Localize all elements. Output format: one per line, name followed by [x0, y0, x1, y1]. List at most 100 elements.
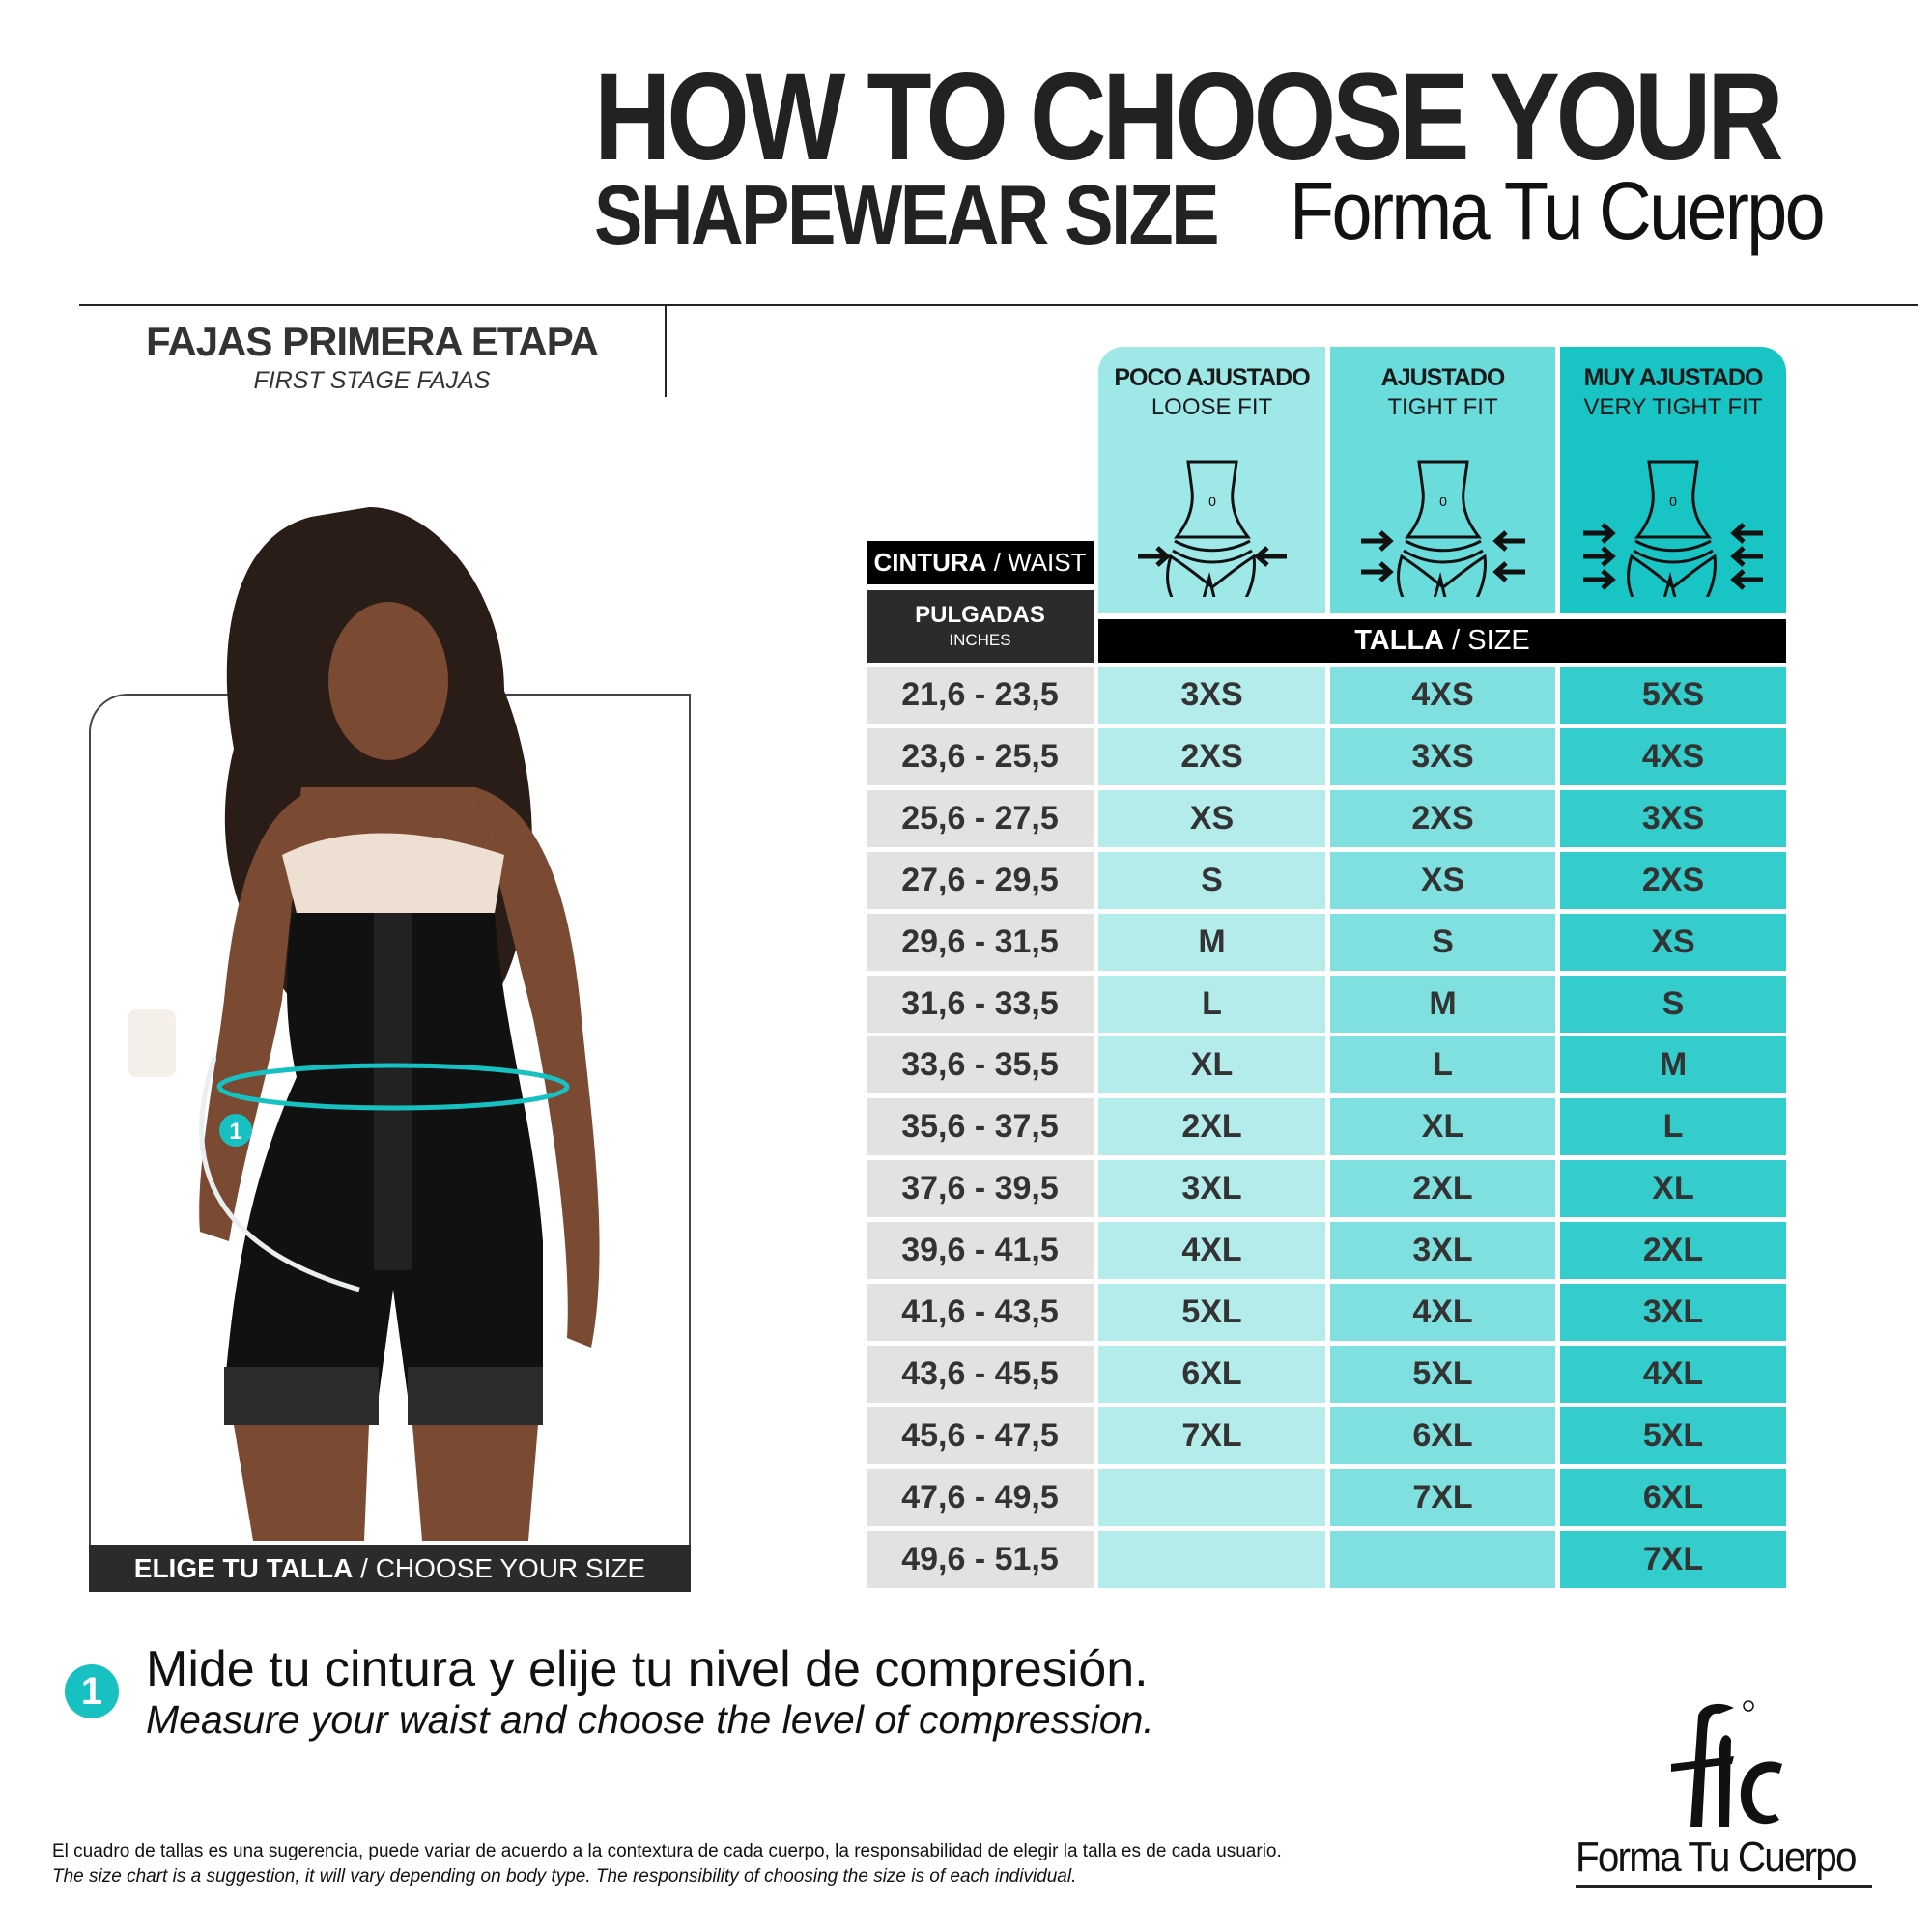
divider-vertical	[665, 304, 667, 397]
size-cell: 3XS	[1560, 789, 1786, 847]
size-sep: /	[1444, 625, 1468, 656]
waist-range-cell: 47,6 - 49,5	[867, 1468, 1094, 1526]
brand-name: Forma Tu Cuerpo	[1290, 165, 1826, 256]
divider	[79, 304, 1918, 306]
disclaimer-es: El cuadro de tallas es una sugerencia, p…	[52, 1841, 1282, 1861]
size-cell: M	[1098, 913, 1325, 971]
size-cell: 6XL	[1330, 1406, 1555, 1464]
fit-label-en: VERY TIGHT FIT	[1583, 394, 1763, 420]
size-cell: 3XS	[1330, 727, 1555, 785]
size-cell: L	[1560, 1098, 1786, 1156]
bar-light: CHOOSE YOUR SIZE	[375, 1553, 646, 1583]
size-cell	[1098, 1530, 1325, 1588]
size-cell: 2XS	[1098, 727, 1325, 785]
waist-range-cell: 41,6 - 43,5	[867, 1284, 1094, 1341]
size-header: TALLA / SIZE	[1098, 619, 1786, 663]
waist-range-cell: 49,6 - 51,5	[867, 1530, 1094, 1588]
waist-label-bold: CINTURA	[873, 548, 987, 577]
section-subtitle: FIRST STAGE FAJAS	[253, 367, 491, 394]
waist-range-cell: 25,6 - 27,5	[867, 789, 1094, 847]
size-cell: M	[1330, 975, 1555, 1033]
photo-marker: 1	[229, 1119, 242, 1145]
disclaimer-en: The size chart is a suggestion, it will …	[52, 1866, 1077, 1887]
waist-header: CINTURA / WAIST	[867, 541, 1094, 584]
size-cell: 5XL	[1098, 1284, 1325, 1341]
brand-logo-text: Forma Tu Cuerpo	[1576, 1833, 1857, 1881]
title-line1: HOW TO CHOOSE YOUR	[594, 48, 1784, 186]
size-cell: 4XS	[1330, 667, 1555, 724]
size-cell: XL	[1560, 1160, 1786, 1218]
size-cell: M	[1560, 1036, 1786, 1094]
size-cell: 4XL	[1560, 1345, 1786, 1403]
unit-label: PULGADAS	[915, 602, 1045, 628]
size-cell: 3XS	[1098, 667, 1325, 724]
size-cell: 5XL	[1330, 1345, 1555, 1403]
fit-column-header: AJUSTADO TIGHT FIT 0	[1330, 347, 1555, 613]
size-cell: 3XL	[1560, 1284, 1786, 1341]
size-cell: 4XL	[1330, 1284, 1555, 1341]
waist-sep: /	[986, 548, 1009, 577]
size-cell: 6XL	[1560, 1468, 1786, 1526]
title-line2: SHAPEWEAR SIZE	[594, 167, 1220, 263]
bar-sep: /	[353, 1553, 376, 1583]
waist-range-cell: 29,6 - 31,5	[867, 913, 1094, 971]
size-cell: S	[1330, 913, 1555, 971]
logo-underline	[1576, 1885, 1872, 1888]
model-photo: 1	[128, 507, 600, 1541]
waist-range-cell: 21,6 - 23,5	[867, 667, 1094, 724]
size-cell: 2XL	[1560, 1222, 1786, 1280]
size-cell: XS	[1560, 913, 1786, 971]
size-cell: XL	[1330, 1098, 1555, 1156]
waist-range-cell: 37,6 - 39,5	[867, 1160, 1094, 1218]
size-cell: 2XS	[1560, 851, 1786, 909]
size-cell: 7XL	[1560, 1530, 1786, 1588]
size-cell: 7XL	[1098, 1406, 1325, 1464]
size-cell: L	[1330, 1036, 1555, 1094]
size-cell: XS	[1330, 851, 1555, 909]
size-cell: 2XL	[1330, 1160, 1555, 1218]
size-cell: L	[1098, 975, 1325, 1033]
size-cell	[1330, 1530, 1555, 1588]
body-tight-fit-icon: 0	[1360, 460, 1525, 604]
brand-logo-monogram	[1671, 1700, 1782, 1827]
size-cell: S	[1098, 851, 1325, 909]
instruction-es: Mide tu cintura y elije tu nivel de comp…	[146, 1641, 1149, 1697]
svg-text:0: 0	[1439, 494, 1447, 509]
waist-range-cell: 45,6 - 47,5	[867, 1406, 1094, 1464]
waist-range-cell: 39,6 - 41,5	[867, 1222, 1094, 1280]
size-cell: 6XL	[1098, 1345, 1325, 1403]
size-cell: 7XL	[1330, 1468, 1555, 1526]
size-cell	[1098, 1468, 1325, 1526]
size-cell: XL	[1098, 1036, 1325, 1094]
instruction-en: Measure your waist and choose the level …	[146, 1697, 1154, 1742]
fit-label-en: TIGHT FIT	[1387, 394, 1498, 420]
body-loose-fit-icon: 0	[1137, 460, 1287, 604]
size-cell: XS	[1098, 789, 1325, 847]
unit-header: PULGADAS INCHES	[867, 590, 1094, 663]
body-very-tight-fit-icon: 0	[1583, 460, 1763, 604]
bar-bold: ELIGE TU TALLA	[133, 1553, 354, 1583]
size-cell: S	[1560, 975, 1786, 1033]
fit-column-header: POCO AJUSTADO LOOSE FIT 0	[1098, 347, 1325, 613]
waist-range-cell: 35,6 - 37,5	[867, 1098, 1094, 1156]
size-cell: 4XS	[1560, 727, 1786, 785]
waist-range-cell: 27,6 - 29,5	[867, 851, 1094, 909]
waist-range-cell: 33,6 - 35,5	[867, 1036, 1094, 1094]
section-title: FAJAS PRIMERA ETAPA	[146, 319, 599, 364]
fit-label-en: LOOSE FIT	[1151, 394, 1273, 420]
svg-text:0: 0	[1669, 494, 1677, 509]
step-number-badge: 1	[65, 1664, 119, 1718]
size-cell: 3XL	[1330, 1222, 1555, 1280]
size-label: SIZE	[1467, 625, 1530, 656]
size-cell: 4XL	[1098, 1222, 1325, 1280]
fit-column-header: MUY AJUSTADO VERY TIGHT FIT 0	[1560, 347, 1786, 613]
fit-label-es: AJUSTADO	[1380, 364, 1506, 391]
waist-range-cell: 23,6 - 25,5	[867, 727, 1094, 785]
size-cell: 5XL	[1560, 1406, 1786, 1464]
size-cell: 2XS	[1330, 789, 1555, 847]
size-cell: 3XL	[1098, 1160, 1325, 1218]
unit-sub: INCHES	[949, 631, 1011, 649]
waist-label: WAIST	[1008, 548, 1087, 577]
fit-label-es: POCO AJUSTADO	[1114, 364, 1310, 391]
waist-range-cell: 43,6 - 45,5	[867, 1345, 1094, 1403]
